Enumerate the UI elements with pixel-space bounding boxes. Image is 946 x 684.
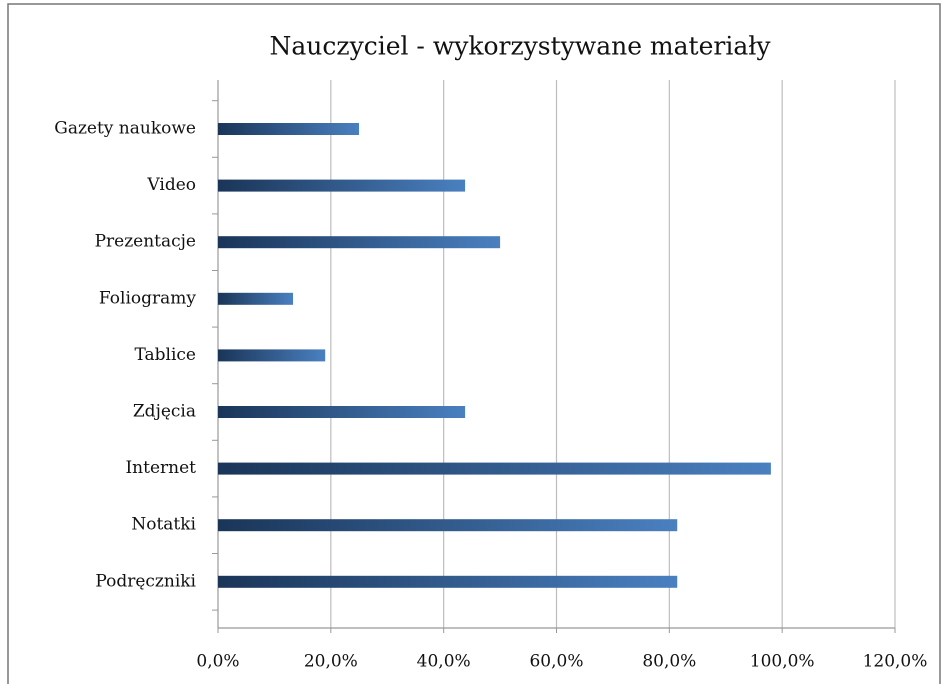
chart-frame: [7, 3, 941, 684]
x-tick-label: 100,0%: [750, 652, 815, 672]
y-tick-label: Gazety naukowe: [54, 119, 196, 139]
bar: [218, 462, 771, 475]
x-tick-label: 20,0%: [304, 652, 358, 672]
y-tick-label: Tablice: [135, 345, 197, 365]
bar: [218, 406, 466, 418]
bar: [218, 179, 466, 192]
y-tick-label: Prezentacje: [95, 232, 196, 252]
bar: [218, 292, 294, 305]
y-tick-label: Foliogramy: [99, 288, 196, 308]
y-tick-label: Video: [146, 175, 196, 195]
bar: [218, 575, 678, 588]
x-tick-label: 0,0%: [196, 652, 239, 672]
y-tick-label: Zdjęcia: [133, 402, 196, 422]
y-tick-label: Notatki: [131, 515, 196, 535]
bar: [218, 236, 501, 249]
y-tick-label: Podręczniki: [95, 571, 196, 591]
bar: [218, 123, 360, 135]
x-tick-label: 80,0%: [642, 652, 696, 672]
bar: [218, 519, 678, 532]
chart-title: Nauczyciel - wykorzystywane materiały: [270, 32, 772, 61]
y-tick-label: Internet: [125, 458, 196, 478]
x-tick-label: 40,0%: [417, 652, 471, 672]
x-tick-label: 60,0%: [529, 652, 583, 672]
bar: [218, 349, 326, 362]
x-tick-label: 120,0%: [863, 652, 928, 672]
